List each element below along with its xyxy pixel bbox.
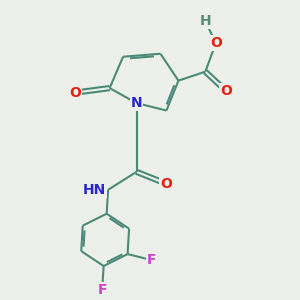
Text: O: O — [160, 177, 172, 191]
Text: O: O — [210, 36, 222, 50]
Text: O: O — [220, 84, 232, 98]
Text: N: N — [131, 96, 142, 110]
Text: F: F — [147, 253, 156, 267]
Text: F: F — [98, 283, 107, 297]
Text: HN: HN — [82, 183, 106, 197]
Text: O: O — [69, 85, 81, 100]
Text: H: H — [200, 14, 211, 28]
